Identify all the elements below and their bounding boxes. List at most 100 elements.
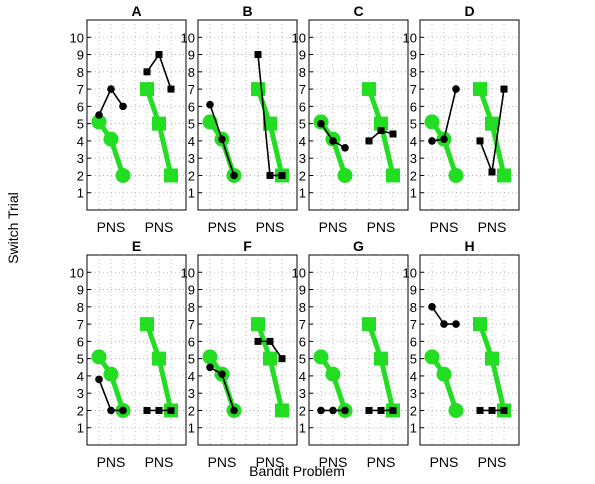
y-tick-label: 2 [77, 168, 84, 183]
green-circle-point [436, 366, 452, 382]
y-tick-label: 7 [77, 317, 84, 332]
y-tick-label: 5 [77, 117, 84, 132]
panel-d: 1 2 3 4 5 6 7 8 9 10 D PNS PNS [403, 3, 520, 235]
category-label: PNS [97, 454, 126, 470]
black-square-point [254, 337, 262, 345]
y-tick-label: 2 [410, 403, 417, 418]
category-label: PNS [430, 454, 459, 470]
y-tick-label: 9 [188, 48, 195, 63]
green-square-point [251, 82, 265, 97]
y-tick-label: 2 [188, 168, 195, 183]
green-square-point [374, 351, 388, 366]
panel-title: C [353, 3, 363, 19]
green-circle-point [202, 349, 218, 365]
green-circle-point [202, 114, 218, 130]
y-tick-label: 8 [299, 65, 306, 80]
panel-e: 1 2 3 4 5 6 7 8 9 10 E PNS PNS [70, 238, 187, 470]
y-tick-label: 5 [188, 352, 195, 367]
y-tick-label: 4 [188, 369, 195, 384]
green-square-point [362, 82, 376, 97]
black-square-point [278, 355, 286, 363]
category-label: PNS [208, 219, 237, 235]
y-tick-label: 7 [410, 82, 417, 97]
green-circle-point [448, 167, 464, 183]
black-circle-point [206, 363, 214, 372]
y-tick-label: 1 [299, 421, 306, 436]
y-tick-label: 4 [410, 134, 417, 149]
y-tick-label: 2 [77, 403, 84, 418]
black-circle-point [428, 137, 436, 145]
y-tick-label: 8 [410, 300, 417, 315]
green-circle-point [115, 167, 131, 183]
green-square-point [263, 351, 277, 366]
black-circle-point [206, 100, 214, 109]
y-tick-label: 10 [181, 265, 195, 280]
y-tick-label: 10 [403, 30, 417, 45]
black-circle-point [428, 303, 436, 311]
category-label: PNS [367, 219, 396, 235]
category-label: PNS [319, 454, 348, 470]
y-tick-label: 9 [188, 283, 195, 298]
category-label: PNS [430, 219, 459, 235]
y-tick-label: 8 [188, 65, 195, 80]
y-axis-label: Switch Trial [5, 192, 21, 264]
y-tick-label: 4 [410, 369, 417, 384]
y-tick-label: 3 [299, 151, 306, 166]
panel-title: F [243, 238, 252, 254]
y-tick-label: 2 [299, 168, 306, 183]
black-square-point [167, 85, 175, 93]
panel-h: 1 2 3 4 5 6 7 8 9 10 H PNS PNS [403, 238, 520, 470]
y-tick-label: 10 [70, 265, 84, 280]
panel-title: A [131, 3, 141, 19]
category-label: PNS [145, 219, 174, 235]
black-circle-point [452, 320, 460, 328]
black-square-point [266, 171, 274, 179]
green-circle-point [91, 349, 107, 365]
y-tick-label: 3 [299, 386, 306, 401]
green-circle-point [103, 131, 119, 147]
y-tick-label: 4 [77, 369, 84, 384]
y-tick-label: 10 [181, 30, 195, 45]
y-tick-label: 9 [77, 48, 84, 63]
black-square-point [365, 406, 373, 414]
black-circle-point [329, 406, 337, 415]
black-square-point [500, 85, 508, 93]
panel-title: D [464, 3, 474, 19]
y-tick-label: 8 [77, 300, 84, 315]
black-square-point [377, 406, 385, 414]
black-circle-point [119, 102, 127, 111]
green-square-point [140, 317, 154, 332]
panel-g: 1 2 3 4 5 6 7 8 9 10 G PNS PNS [292, 238, 409, 470]
black-square-point [488, 406, 496, 414]
y-tick-label: 9 [299, 48, 306, 63]
green-circle-point [448, 402, 464, 418]
panel-title: G [353, 238, 364, 254]
green-square-point [152, 116, 166, 131]
black-circle-point [341, 406, 349, 415]
y-tick-label: 1 [188, 421, 195, 436]
y-tick-label: 4 [77, 134, 84, 149]
panel-title: B [242, 3, 252, 19]
green-square-point [140, 82, 154, 97]
black-square-point [500, 406, 508, 414]
y-tick-label: 9 [299, 283, 306, 298]
green-circle-point [424, 114, 440, 130]
black-square-point [254, 51, 262, 59]
y-tick-label: 8 [410, 65, 417, 80]
green-square-point [386, 168, 400, 183]
y-tick-label: 4 [299, 134, 306, 149]
black-square-point [143, 68, 151, 76]
y-tick-label: 10 [292, 265, 306, 280]
y-tick-label: 3 [77, 386, 84, 401]
black-circle-point [317, 406, 325, 415]
green-square-point [263, 116, 277, 131]
green-square-point [251, 317, 265, 332]
y-tick-label: 7 [77, 82, 84, 97]
black-circle-point [230, 406, 238, 415]
panel-title: E [132, 238, 141, 254]
y-tick-label: 1 [410, 186, 417, 201]
y-tick-label: 3 [410, 151, 417, 166]
black-circle-point [107, 85, 115, 93]
y-tick-label: 1 [77, 421, 84, 436]
